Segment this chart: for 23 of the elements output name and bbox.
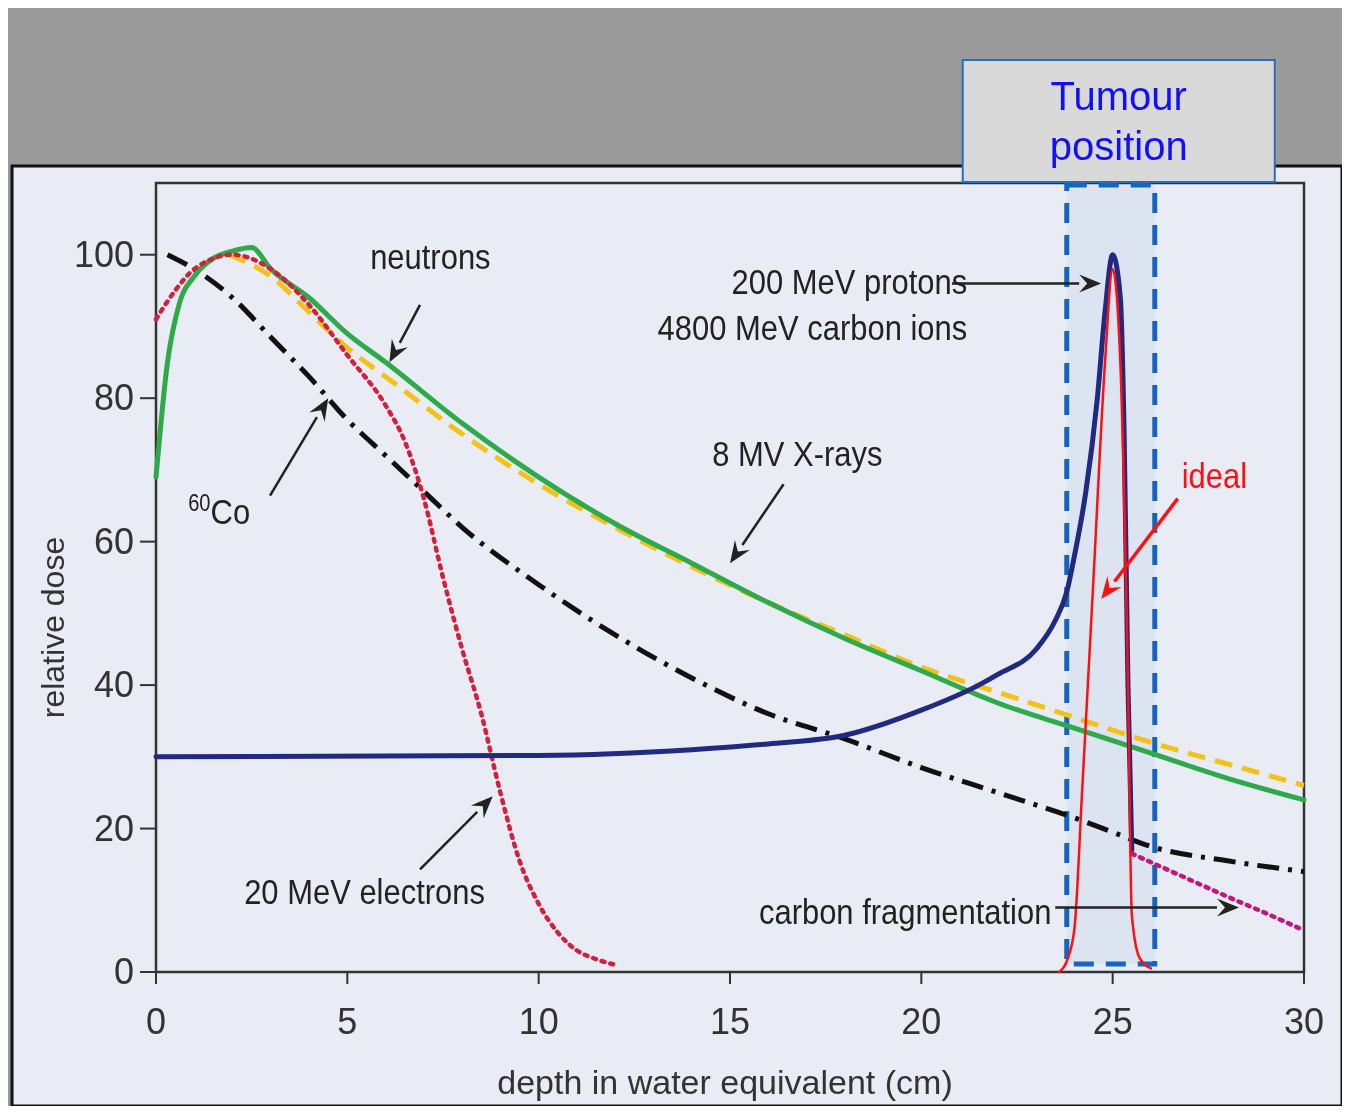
band-label: Tumour position [1049, 74, 1188, 168]
annotation: carbon fragmentation [758, 891, 1052, 932]
annotation: $^{60}$Co [188, 488, 251, 532]
x-tick-label: 15 [709, 1001, 751, 1042]
annotation: 200 MeV protons 4800 MeV carbon ions [657, 262, 968, 348]
y-tick-label: 40 [93, 664, 134, 706]
y-tick-label: 80 [93, 377, 134, 419]
annotation: 20 MeV electrons [244, 871, 485, 912]
y-tick-label: 60 [93, 520, 134, 562]
x-tick-label: 20 [901, 1001, 942, 1042]
x-axis-title: depth in water equivalent (cm) [497, 1063, 953, 1101]
annotation: neutrons [370, 236, 491, 277]
x-tick-label: 10 [518, 1001, 559, 1042]
x-tick-label: 30 [1283, 1001, 1325, 1042]
annotation: 8 MV X-rays [712, 434, 883, 474]
y-tick-label: 20 [93, 807, 134, 849]
x-tick-label: 0 [145, 1001, 167, 1042]
y-tick-label: 100 [73, 233, 134, 275]
x-tick-label: 5 [337, 1001, 358, 1042]
y-tick-label: 0 [113, 951, 134, 992]
y-axis-title: relative dose [35, 536, 71, 719]
x-tick-label: 25 [1092, 1001, 1133, 1042]
annotation: ideal [1181, 455, 1248, 496]
